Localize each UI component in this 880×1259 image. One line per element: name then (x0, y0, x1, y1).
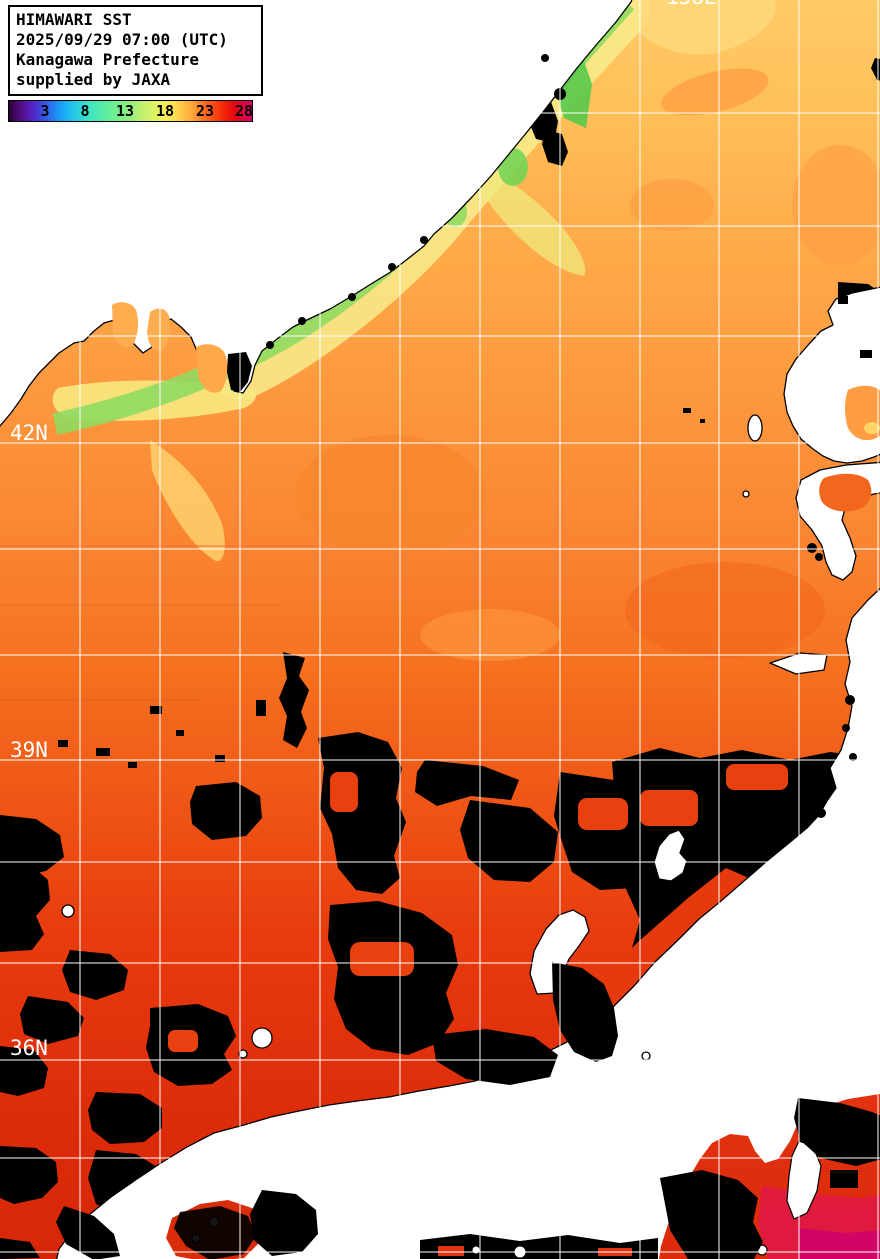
colorbar-tick-label: 8 (80, 102, 90, 120)
product-name: HIMAWARI SST (16, 10, 132, 29)
pacific-water (659, 1093, 880, 1259)
bay-water (112, 302, 880, 512)
colorbar-tick-label: 13 (115, 102, 135, 120)
kuroshio-core (798, 1228, 880, 1259)
region-name: Kanagawa Prefecture (16, 50, 200, 69)
oki-islands (251, 1027, 273, 1049)
toyama-bay-cloud (552, 962, 618, 1062)
temperature-colorbar: 3 8 13 18 23 28 (8, 100, 253, 122)
sado-island (653, 829, 688, 882)
title-box: HIMAWARI SST 2025/09/29 07:00 (UTC) Kana… (8, 5, 263, 96)
colorbar-tick-label: 23 (195, 102, 215, 120)
small-island (641, 1051, 651, 1061)
latitude-label: 39N (10, 738, 48, 762)
small-island (61, 904, 75, 918)
colorbar-tick-label: 28 (234, 102, 254, 120)
datetime: 2025/09/29 07:00 (UTC) (16, 30, 228, 49)
credit: supplied by JAXA (16, 70, 171, 89)
latitude-label: 36N (10, 1036, 48, 1060)
colorbar-tick-label: 3 (40, 102, 50, 120)
okushiri-island (747, 414, 763, 442)
latitude-label: 138E (666, 0, 717, 9)
small-island (238, 1049, 248, 1059)
graticule-labels: 42N 39N 36N 138E (10, 0, 717, 1060)
colorbar-tick-label: 18 (155, 102, 175, 120)
small-island (742, 490, 750, 498)
latitude-label: 42N (10, 421, 48, 445)
boso-peninsula (786, 1140, 822, 1220)
